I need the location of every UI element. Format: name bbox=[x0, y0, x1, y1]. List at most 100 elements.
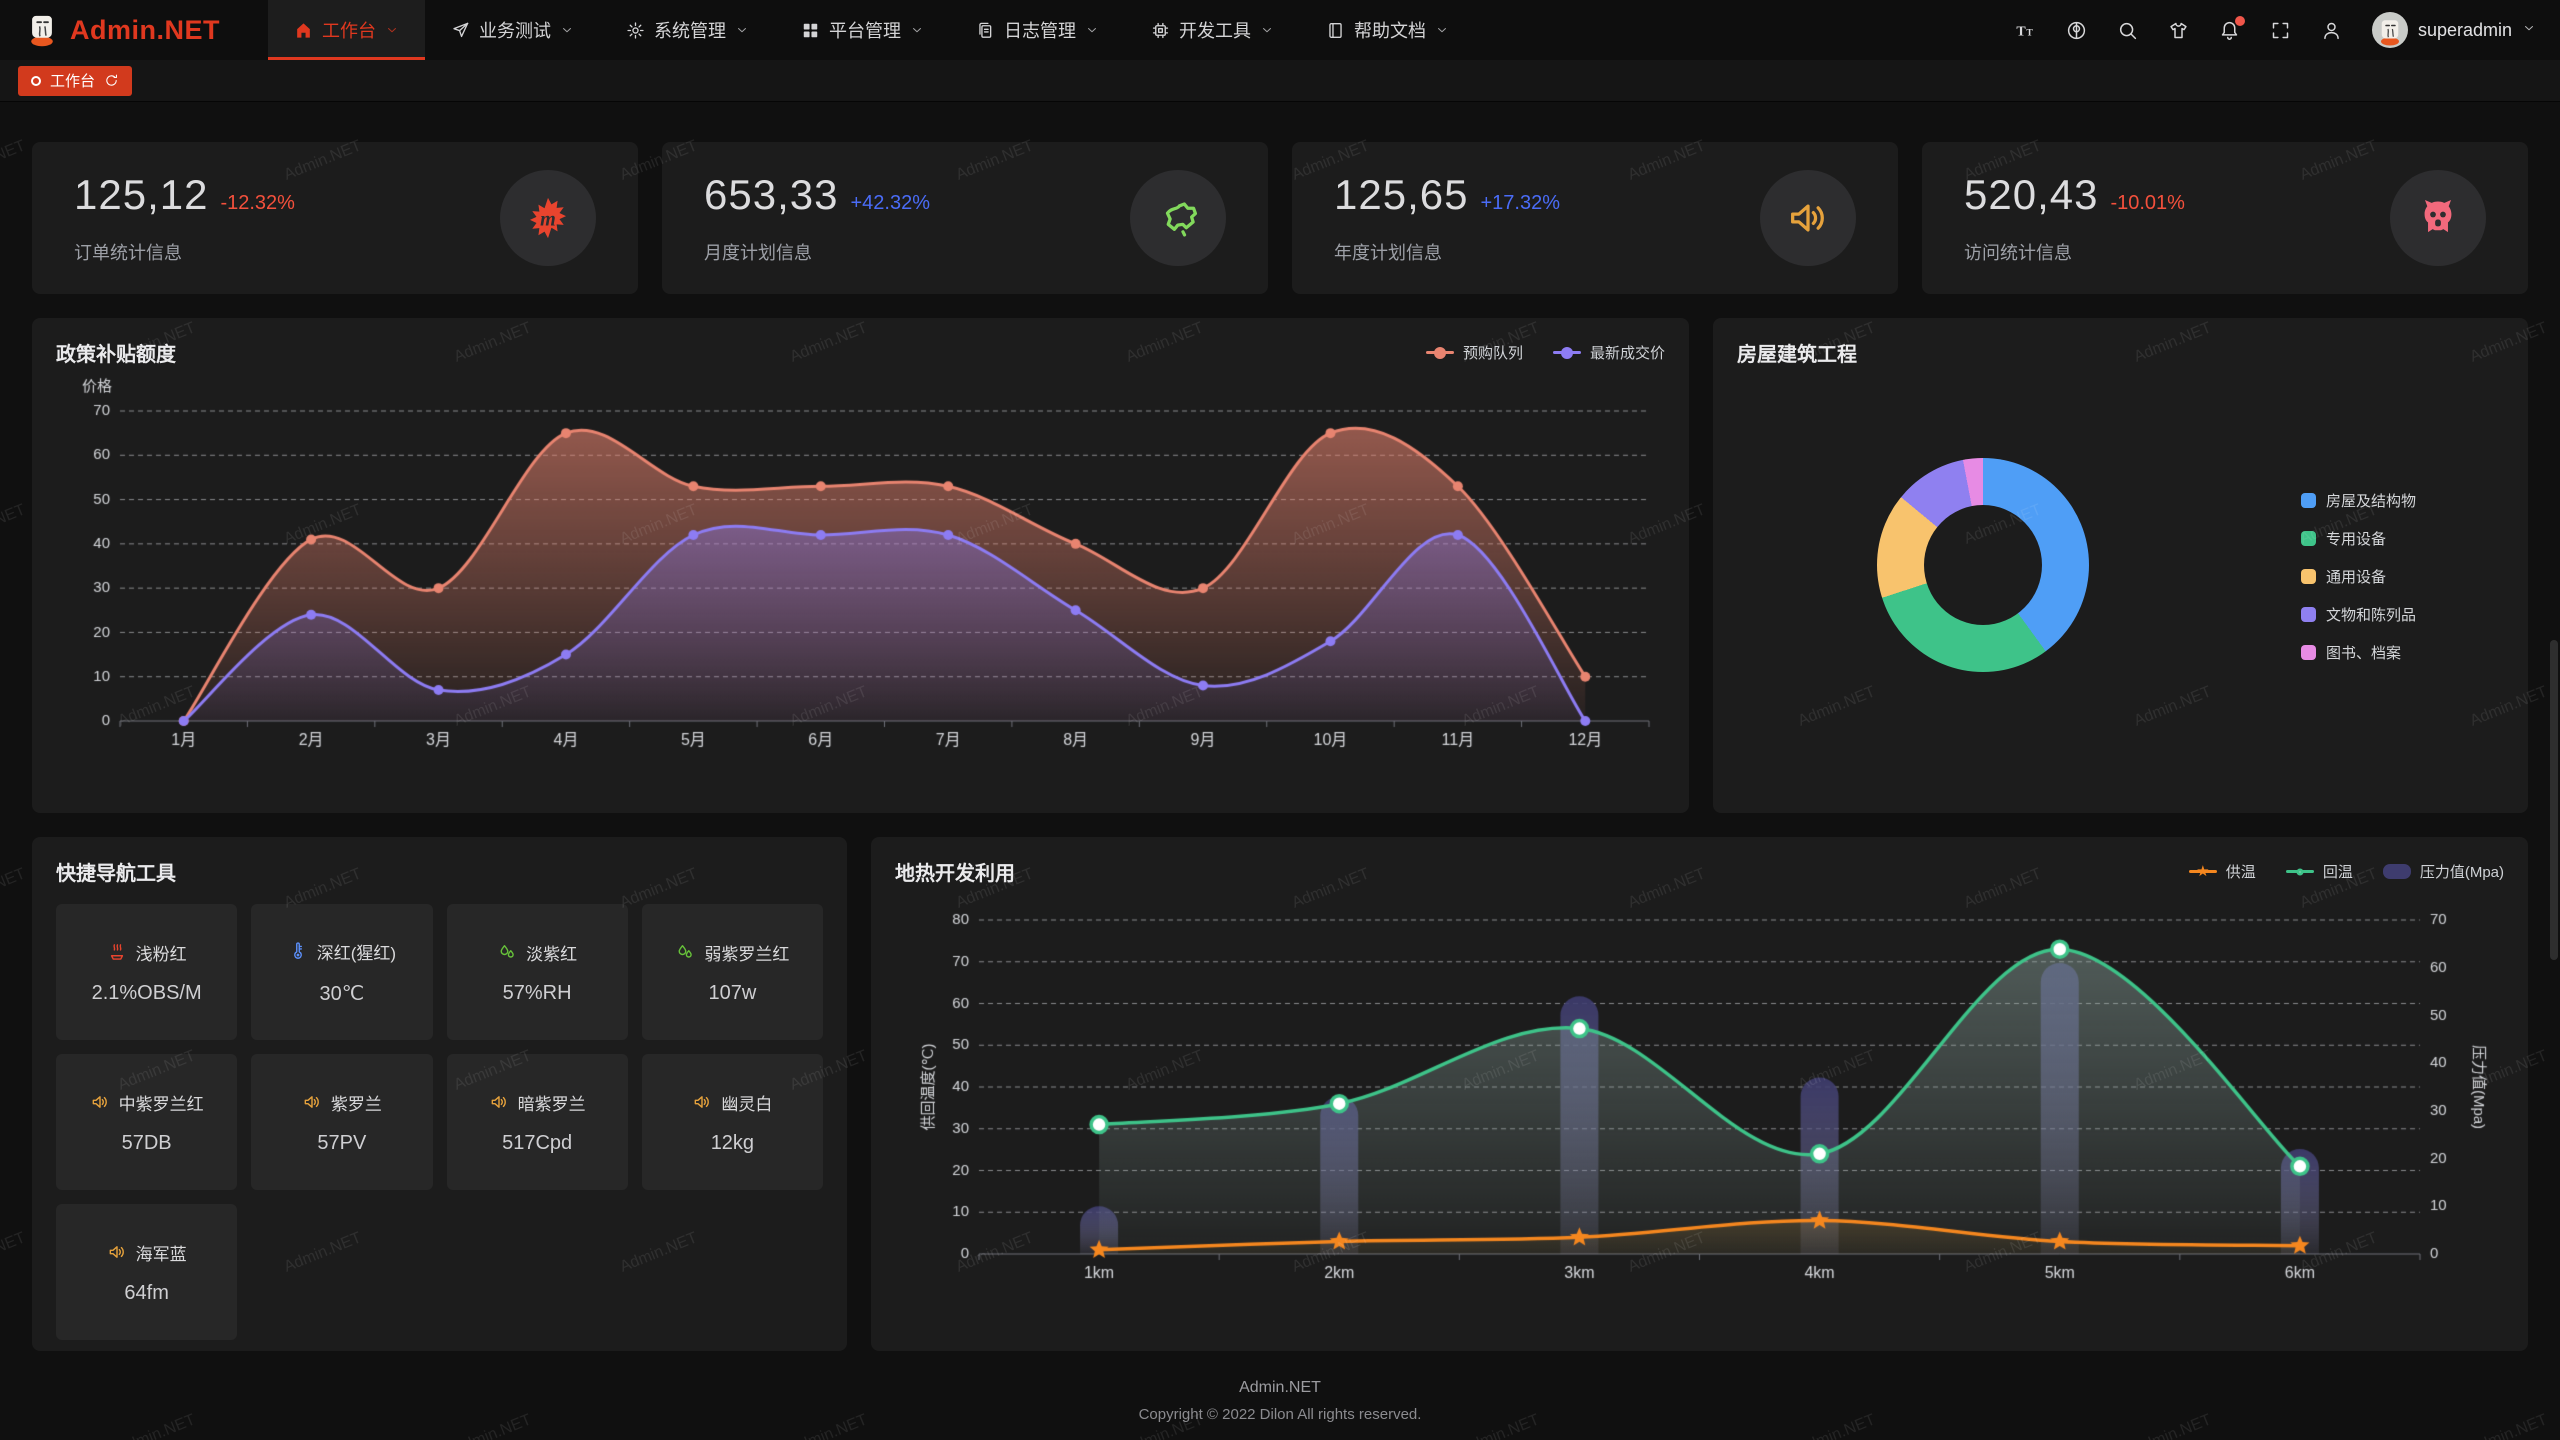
user-avatar bbox=[2371, 12, 2408, 48]
subsidy-chart-legend: 预购队列 最新成交价 bbox=[1425, 342, 1665, 363]
nav-item-平台管理[interactable]: 平台管理 bbox=[775, 0, 950, 60]
quick-nav-name: 暗紫罗兰 bbox=[489, 1090, 586, 1115]
user-menu[interactable]: superadmin bbox=[2371, 12, 2536, 48]
geothermal-chart-title: 地热开发利用 bbox=[895, 863, 1015, 885]
nav-item-系统管理[interactable]: 系统管理 bbox=[600, 0, 775, 60]
quick-nav-card-暗紫罗兰[interactable]: 暗紫罗兰 517Cpd bbox=[446, 1054, 628, 1190]
chevron-down-icon bbox=[1085, 23, 1099, 37]
quick-nav-value: 30℃ bbox=[319, 982, 365, 1005]
legend-swatch bbox=[2300, 645, 2316, 660]
donut-hole bbox=[1924, 505, 2042, 625]
search-icon[interactable] bbox=[2117, 20, 2138, 41]
quick-nav-value: 107w bbox=[708, 981, 757, 1004]
legend-line-marker bbox=[2285, 868, 2314, 875]
legend-circle-marker bbox=[2296, 868, 2304, 875]
send-icon bbox=[451, 21, 470, 40]
admin-net-logo-icon bbox=[24, 12, 60, 48]
legend-dot bbox=[1560, 346, 1573, 359]
nav-item-工作台[interactable]: 工作台 bbox=[268, 0, 425, 60]
stat-delta: -10.01% bbox=[2110, 192, 2185, 214]
legend-swatch bbox=[2300, 569, 2316, 584]
thermometer-icon bbox=[288, 941, 308, 961]
brand-logo[interactable]: Admin.NET bbox=[24, 0, 268, 60]
speaker-icon bbox=[489, 1092, 509, 1112]
document-icon bbox=[976, 21, 995, 40]
bottom-row: 快捷导航工具 浅粉红 2.1%OBS/M 深红(猩红) 30℃ 淡紫红 57%RH 弱紫罗兰… bbox=[32, 837, 2528, 1351]
quick-nav-card-弱紫罗兰红[interactable]: 弱紫罗兰红 107w bbox=[641, 904, 823, 1040]
quick-nav-value: 57PV bbox=[317, 1131, 367, 1154]
tab-工作台[interactable]: 工作台 bbox=[18, 65, 133, 96]
nav-item-业务测试[interactable]: 业务测试 bbox=[425, 0, 600, 60]
stat-card: 125,12 -12.32% 订单统计信息 m bbox=[32, 142, 638, 294]
tab-refresh-icon[interactable] bbox=[104, 73, 119, 88]
language-icon[interactable] bbox=[2066, 20, 2087, 41]
chevron-down-icon bbox=[1435, 23, 1449, 37]
quick-nav-card-浅粉红[interactable]: 浅粉红 2.1%OBS/M bbox=[56, 904, 238, 1040]
scrollbar-thumb[interactable] bbox=[2550, 640, 2558, 960]
quick-nav-card-紫罗兰[interactable]: 紫罗兰 57PV bbox=[251, 1054, 433, 1190]
chevron-down-icon bbox=[1260, 23, 1274, 37]
footer-copyright: Copyright © 2022 Dilon All rights reserv… bbox=[1138, 1406, 1422, 1423]
quick-nav-card-中紫罗兰红[interactable]: 中紫罗兰红 57DB bbox=[56, 1054, 238, 1190]
quick-nav-card-深红(猩红)[interactable]: 深红(猩红) 30℃ bbox=[251, 904, 433, 1040]
legend-item-通用设备[interactable]: 通用设备 bbox=[2300, 566, 2416, 587]
nav-item-帮助文档[interactable]: 帮助文档 bbox=[1300, 0, 1475, 60]
legend-label: 图书、档案 bbox=[2325, 645, 2401, 662]
stat-label: 年度计划信息 bbox=[1334, 243, 1442, 263]
quick-nav-value: 64fm bbox=[124, 1281, 169, 1304]
theme-icon[interactable] bbox=[2168, 20, 2189, 41]
legend-item-文物和陈列品[interactable]: 文物和陈列品 bbox=[2300, 604, 2416, 625]
nav-item-label: 帮助文档 bbox=[1354, 21, 1426, 41]
quick-nav-label: 紫罗兰 bbox=[330, 1094, 382, 1114]
notification-bell-icon[interactable] bbox=[2219, 15, 2245, 41]
cpu-icon bbox=[1151, 21, 1170, 40]
fullscreen-icon[interactable] bbox=[2270, 20, 2291, 41]
legend-label: 文物和陈列品 bbox=[2325, 607, 2416, 624]
svg-text:T: T bbox=[2026, 27, 2033, 38]
quick-nav-name: 弱紫罗兰红 bbox=[675, 940, 789, 965]
legend-label: 压力值(Mpa) bbox=[2419, 864, 2504, 881]
legend-item-压力值(Mpa)[interactable]: 压力值(Mpa) bbox=[2382, 861, 2504, 882]
stat-label: 订单统计信息 bbox=[74, 243, 182, 263]
legend-item-图书、档案[interactable]: 图书、档案 bbox=[2300, 642, 2416, 663]
legend-item-最新成交价[interactable]: 最新成交价 bbox=[1552, 342, 1665, 363]
legend-item-专用设备[interactable]: 专用设备 bbox=[2300, 528, 2416, 549]
gear-icon bbox=[626, 21, 645, 40]
legend-item-预购队列[interactable]: 预购队列 bbox=[1425, 342, 1523, 363]
legend-item-回温[interactable]: 回温 bbox=[2285, 861, 2353, 882]
stat-card-text: 653,33 +42.32% 月度计划信息 bbox=[704, 171, 930, 265]
nav-item-日志管理[interactable]: 日志管理 bbox=[950, 0, 1125, 60]
stat-delta: +42.32% bbox=[850, 192, 930, 214]
quick-nav-value: 517Cpd bbox=[502, 1131, 573, 1154]
stat-value: 125,65 bbox=[1334, 171, 1469, 218]
svg-text:m: m bbox=[540, 208, 556, 230]
nav-item-开发工具[interactable]: 开发工具 bbox=[1125, 0, 1300, 60]
footer-brand: Admin.NET bbox=[1239, 1379, 1321, 1396]
legend-star-marker: ★ bbox=[2196, 862, 2210, 880]
quick-nav-card-淡紫红[interactable]: 淡紫红 57%RH bbox=[446, 904, 628, 1040]
housing-chart-legend: 房屋及结构物 专用设备通用设备文物和陈列品 图书、档案 bbox=[2300, 490, 2416, 663]
legend-item-房屋及结构物[interactable]: 房屋及结构物 bbox=[2300, 490, 2416, 511]
quick-nav-title: 快捷导航工具 bbox=[56, 863, 176, 885]
quick-nav-label: 深红(猩红) bbox=[316, 943, 397, 963]
legend-label: 预购队列 bbox=[1462, 345, 1523, 362]
legend-item-供温[interactable]: ★ 供温 bbox=[2188, 861, 2256, 882]
subsidy-chart-title: 政策补贴额度 bbox=[56, 344, 176, 366]
quick-nav-name: 浅粉红 bbox=[107, 940, 187, 965]
user-outline-icon[interactable] bbox=[2321, 20, 2342, 41]
subsidy-chart-panel: 政策补贴额度 预购队列 最新成交价 bbox=[32, 318, 1689, 813]
nav-item-label: 开发工具 bbox=[1179, 21, 1251, 41]
stat-value: 653,33 bbox=[704, 171, 839, 218]
quick-nav-card-海军蓝[interactable]: 海军蓝 64fm bbox=[56, 1204, 238, 1340]
droplets-icon bbox=[497, 942, 517, 962]
quick-nav-name: 淡紫红 bbox=[497, 940, 577, 965]
quick-nav-card-幽灵白[interactable]: 幽灵白 12kg bbox=[641, 1054, 823, 1190]
stat-card-text: 125,65 +17.32% 年度计划信息 bbox=[1334, 171, 1560, 265]
quick-nav-value: 12kg bbox=[710, 1131, 755, 1154]
grid-icon bbox=[801, 21, 820, 40]
droplets-icon bbox=[675, 942, 695, 962]
housing-chart-title: 房屋建筑工程 bbox=[1737, 344, 1857, 366]
charts-row: 政策补贴额度 预购队列 最新成交价 房屋建筑工程 房屋及结构物 专用设备通用设备文物… bbox=[32, 318, 2528, 813]
